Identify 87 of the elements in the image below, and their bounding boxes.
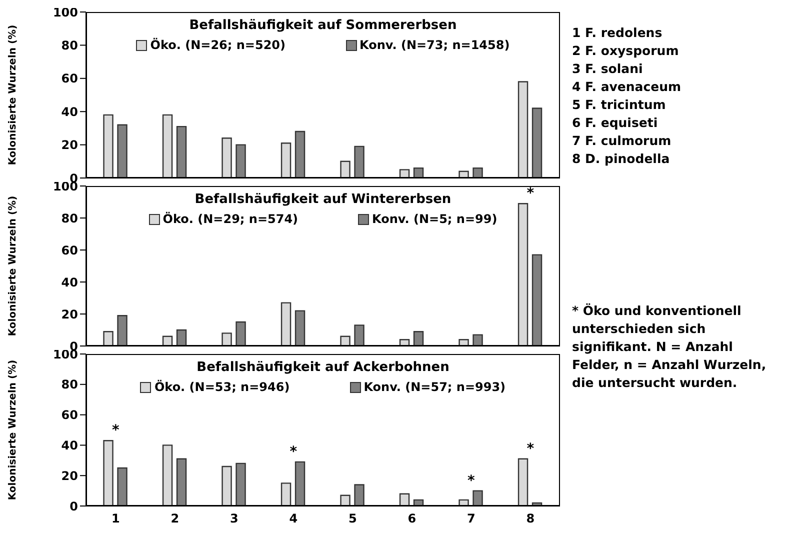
bar [280,482,292,506]
bar [354,324,364,346]
legend-label: Öko. (N=53; n=946) [154,380,290,394]
y-tick-label: 40 [61,275,78,290]
bar [176,458,187,506]
bar [532,254,542,346]
text: * Öko und konventionell unterschieden sich signifikant. N = Anzahl Felder, n = Anzahl Wurzeln, die untersucht wurden. [572,302,768,392]
bar [518,203,528,346]
bar [340,160,350,178]
bar [117,124,128,178]
bar [176,126,187,178]
bar [294,310,306,346]
y-tick-label: 60 [61,243,78,258]
bar [399,493,410,506]
bar [222,466,232,506]
text: 6 F. equiseti [572,114,659,132]
y-tick-label: 40 [61,104,78,119]
x-tick-label: 6 [408,512,416,526]
y-axis-title: Kolonisierte Wurzeln (%) [8,360,19,500]
x-tick-label: 2 [170,512,180,526]
y-tick-label: 80 [61,38,78,52]
bar [162,114,173,178]
bar [103,331,114,346]
legend-label: Konv. (N=5; n=99) [372,212,498,226]
bar [294,130,306,178]
bar [413,331,424,346]
bar [280,302,292,346]
y-tick-label: 60 [61,72,78,86]
annotation: * [526,440,535,457]
x-tick-label: 8 [526,512,535,526]
annotation: * [290,444,298,460]
y-axis-title: Kolonisierte Wurzeln (%) [8,196,19,336]
x-tick-label: 5 [348,512,357,526]
bar [518,81,528,178]
legend-label: Konv. (N=73; n=1458) [360,38,510,52]
bar [294,461,306,506]
text: 8 D. pinodella [572,150,671,168]
bar [162,444,173,506]
y-tick-label: 0 [70,499,78,514]
y-tick-label: 60 [61,408,78,422]
y-axis-title: Kolonisierte Wurzeln (%) [8,24,19,166]
bar [176,329,187,346]
bar [117,467,128,506]
x-tick-label: 3 [230,512,238,526]
bar [117,315,128,346]
text: 5 F. tricintum [572,96,667,114]
annotation: * [467,472,476,489]
y-tick-label: 40 [61,438,78,452]
bar [354,484,364,506]
annotation: * [112,422,120,439]
x-tick-label: 7 [466,512,476,526]
bar [222,138,232,178]
bar [472,334,483,346]
y-tick-label: 80 [61,378,78,392]
bar [236,144,246,178]
legend-label: Konv. (N=57; n=993) [364,380,506,394]
text: Befallshäufigkeit auf Sommererbsen [188,18,458,33]
bar [472,167,483,178]
text: 2 F. oxysporum [572,42,680,60]
text: Befallshäufigkeit auf Ackerbohnen [196,360,450,375]
bar [236,462,246,506]
bar [280,142,292,178]
bar [103,440,114,506]
text: 7 F. culmorum [572,132,672,150]
bar [458,339,469,346]
y-tick-label: 20 [61,468,78,483]
legend-label: Öko. (N=26; n=520) [150,38,286,52]
bar [532,108,542,178]
bar [518,458,528,506]
bar [103,114,114,178]
bar [340,494,350,506]
bar [222,332,232,346]
legend-label: Öko. (N=29; n=574) [162,212,298,226]
text: 3 F. solani [572,60,644,78]
y-tick-label: 20 [61,138,78,152]
annotation: * [526,186,535,202]
text: Befallshäufigkeit auf Wintererbsen [194,192,452,207]
y-tick-label: 80 [61,211,78,226]
text: 1 F. redolens [572,24,664,42]
y-tick-label: 20 [61,307,78,322]
x-tick-label: 4 [289,512,298,526]
x-tick-label: 1 [111,512,120,526]
bar [354,146,364,178]
text: 4 F. avenaceum [572,78,682,96]
bar [340,336,350,346]
bar [472,490,483,506]
bar [236,321,246,346]
